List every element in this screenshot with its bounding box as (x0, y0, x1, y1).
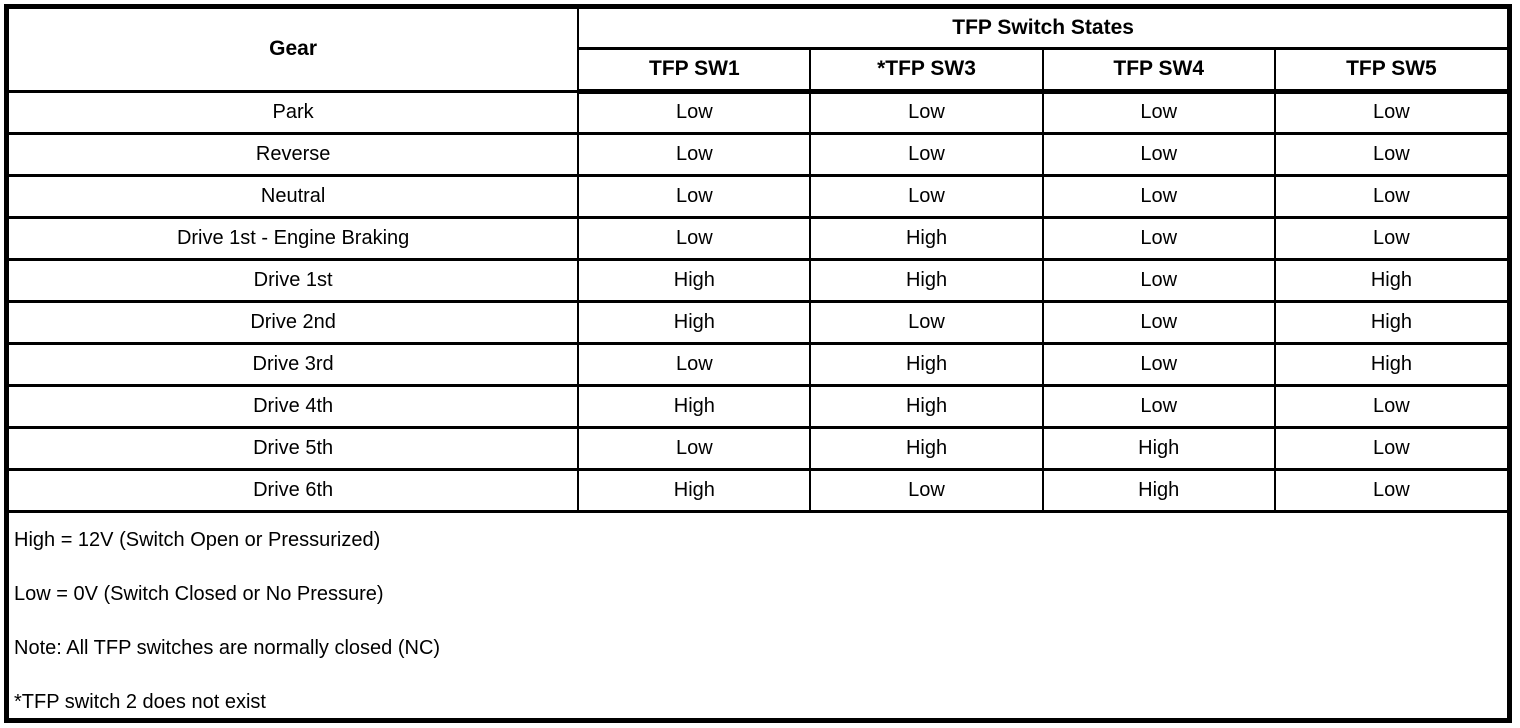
table-row-drive-5th: Drive 5th Low High High Low (9, 425, 1507, 471)
state-cell: Low (1041, 341, 1276, 387)
state-cell: Low (1041, 257, 1276, 303)
state-cell: Low (1273, 383, 1507, 429)
state-cell: Low (1273, 467, 1507, 513)
state-cell: Low (809, 173, 1044, 219)
column-header-row: TFP SW1 *TFP SW3 TFP SW4 TFP SW5 (9, 46, 1507, 94)
group-header-row: Gear TFP Switch States (9, 9, 1507, 93)
state-cell: High (1041, 467, 1276, 513)
gear-cell: Drive 5th (9, 425, 580, 471)
state-cell: Low (577, 89, 812, 135)
state-cell: Low (1273, 425, 1507, 471)
table-frame: Gear TFP Switch States TFP SW1 *TFP SW3 … (4, 4, 1512, 723)
state-cell: Low (1041, 383, 1276, 429)
state-cell: Low (1041, 215, 1276, 261)
state-cell: Low (1041, 89, 1276, 135)
table-row-neutral: Neutral Low Low Low Low (9, 173, 1507, 219)
tfp-switch-states-table: Gear TFP Switch States TFP SW1 *TFP SW3 … (9, 9, 1507, 513)
state-cell: Low (809, 131, 1044, 177)
state-cell: Low (1273, 173, 1507, 219)
state-cell: High (1041, 425, 1276, 471)
table-row-drive-2nd: Drive 2nd High Low Low High (9, 299, 1507, 345)
gear-cell: Drive 1st - Engine Braking (9, 215, 580, 261)
state-cell: High (577, 467, 812, 513)
gear-cell: Neutral (9, 173, 580, 219)
table-row-reverse: Reverse Low Low Low Low (9, 131, 1507, 177)
gear-cell: Drive 1st (9, 257, 580, 303)
note-high-definition: High = 12V (Switch Open or Pressurized) (14, 528, 381, 551)
column-header-tfp-sw5: TFP SW5 (1273, 46, 1507, 94)
gear-cell: Drive 6th (9, 467, 580, 513)
state-cell: High (577, 257, 812, 303)
table-row-drive-3rd: Drive 3rd Low High Low High (9, 341, 1507, 387)
gear-cell: Reverse (9, 131, 580, 177)
table-row-drive-4th: Drive 4th High High Low Low (9, 383, 1507, 429)
state-cell: High (809, 425, 1044, 471)
state-cell: High (1273, 341, 1507, 387)
state-cell: High (809, 215, 1044, 261)
group-header: TFP Switch States (577, 9, 1507, 50)
gear-cell: Drive 4th (9, 383, 580, 429)
table-row-drive-1st-engine-braking: Drive 1st - Engine Braking Low High Low … (9, 215, 1507, 261)
state-cell: Low (1273, 215, 1507, 261)
state-cell: Low (809, 299, 1044, 345)
state-cell: High (1273, 257, 1507, 303)
state-cell: High (809, 257, 1044, 303)
state-cell: High (1273, 299, 1507, 345)
table-row-drive-1st: Drive 1st High High Low High (9, 257, 1507, 303)
state-cell: Low (1041, 173, 1276, 219)
gear-cell: Drive 2nd (9, 299, 580, 345)
state-cell: Low (809, 89, 1044, 135)
footnotes: High = 12V (Switch Open or Pressurized) … (9, 513, 1507, 716)
state-cell: Low (1041, 131, 1276, 177)
state-cell: High (577, 383, 812, 429)
note-switch-2-asterisk: *TFP switch 2 does not exist (14, 690, 266, 713)
table-row-drive-6th: Drive 6th High Low High Low (9, 467, 1507, 513)
state-cell: Low (809, 467, 1044, 513)
column-header-tfp-sw1: TFP SW1 (578, 46, 812, 94)
state-cell: Low (577, 425, 812, 471)
state-cell: High (809, 341, 1044, 387)
state-cell: High (577, 299, 812, 345)
gear-column-header: Gear (9, 9, 580, 93)
gear-cell: Park (9, 89, 580, 135)
table-row-park: Park Low Low Low Low (9, 89, 1507, 135)
state-cell: Low (1273, 89, 1507, 135)
column-header-tfp-sw4: TFP SW4 (1041, 46, 1276, 94)
gear-cell: Drive 3rd (9, 341, 580, 387)
state-cell: Low (577, 173, 812, 219)
state-cell: Low (577, 341, 812, 387)
state-cell: High (809, 383, 1044, 429)
state-cell: Low (577, 131, 812, 177)
column-header-tfp-sw3: *TFP SW3 (809, 46, 1044, 94)
note-normally-closed: Note: All TFP switches are normally clos… (14, 636, 441, 659)
state-cell: Low (1273, 131, 1507, 177)
note-low-definition: Low = 0V (Switch Closed or No Pressure) (14, 582, 384, 605)
state-cell: Low (577, 215, 812, 261)
state-cell: Low (1041, 299, 1276, 345)
